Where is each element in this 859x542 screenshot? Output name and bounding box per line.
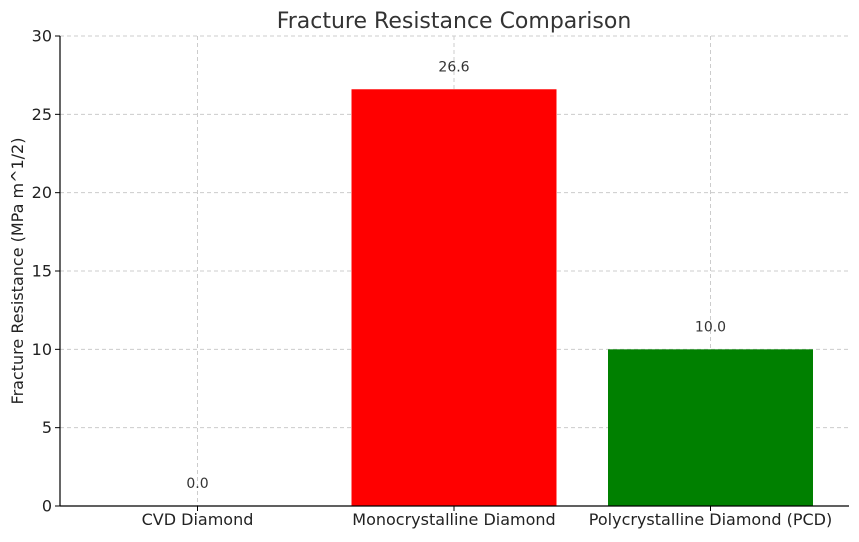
x-tick-label: CVD Diamond	[142, 510, 254, 529]
bar-value-label: 10.0	[695, 319, 726, 335]
bar	[608, 349, 813, 506]
y-tick-label: 15	[32, 262, 52, 281]
chart-title: Fracture Resistance Comparison	[277, 9, 632, 34]
bars	[351, 89, 813, 507]
y-axis-label: Fracture Resistance (MPa m^1/2)	[8, 138, 27, 405]
bar	[351, 89, 557, 507]
y-tick-label: 0	[42, 497, 52, 516]
bar-value-label: 0.0	[186, 476, 208, 492]
y-tick-label: 30	[32, 27, 52, 46]
x-tick-label: Polycrystalline Diamond (PCD)	[589, 510, 832, 529]
axes: 0 5 10 15 20 25 30	[32, 27, 849, 516]
x-tick-label: Monocrystalline Diamond	[352, 510, 555, 529]
y-tick-label: 25	[32, 105, 52, 124]
labels: 0.0 CVD Diamond 26.6 Monocrystalline Diamon…	[142, 59, 833, 529]
bar-value-label: 26.6	[438, 59, 469, 75]
y-tick-label: 5	[42, 418, 52, 437]
y-tick-label: 10	[32, 340, 52, 359]
y-tick-label: 20	[32, 183, 52, 202]
